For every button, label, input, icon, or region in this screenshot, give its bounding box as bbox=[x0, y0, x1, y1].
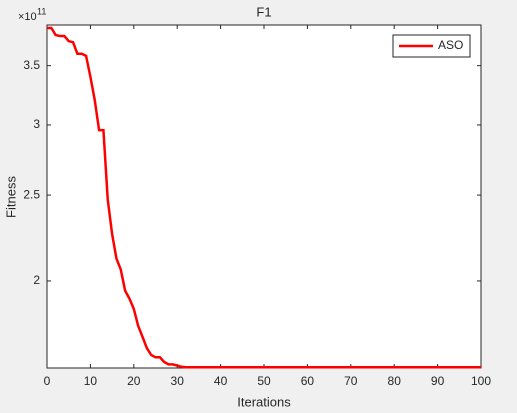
y-axis-label: Fitness bbox=[3, 176, 18, 218]
series-line bbox=[47, 26, 481, 369]
x-tick-label: 100 bbox=[471, 374, 491, 388]
y-tick-label: 2.5 bbox=[23, 187, 40, 201]
x-tick-label: 90 bbox=[431, 374, 445, 388]
x-tick-label: 30 bbox=[171, 374, 185, 388]
x-tick-label: 80 bbox=[388, 374, 402, 388]
y-tick-label: 3 bbox=[33, 117, 40, 131]
x-tick-label: 0 bbox=[44, 374, 51, 388]
x-tick-label: 70 bbox=[344, 374, 358, 388]
x-tick-label: 20 bbox=[127, 374, 141, 388]
x-tick-label: 40 bbox=[214, 374, 228, 388]
y-exponent-base: ×10 bbox=[18, 11, 37, 23]
plot-area bbox=[47, 25, 481, 368]
x-tick-label: 10 bbox=[84, 374, 98, 388]
x-tick-label: 60 bbox=[301, 374, 315, 388]
chart-title: F1 bbox=[256, 4, 271, 19]
y-exponent: 11 bbox=[37, 6, 46, 16]
y-tick-label: 2 bbox=[33, 273, 40, 287]
x-tick-label: 50 bbox=[257, 374, 271, 388]
y-tick-label: 3.5 bbox=[23, 58, 40, 72]
legend-label: ASO bbox=[438, 38, 463, 52]
x-axis-label: Iterations bbox=[237, 394, 291, 409]
